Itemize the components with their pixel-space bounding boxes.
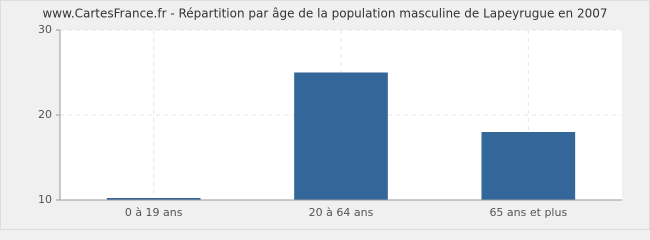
y-tick-label: 30: [38, 23, 52, 36]
y-tick-label: 20: [38, 108, 52, 121]
chart: www.CartesFrance.fr - Répartition par âg…: [0, 0, 650, 230]
bar: [106, 198, 201, 200]
x-tick-label: 0 à 19 ans: [125, 206, 183, 219]
x-tick-label: 20 à 64 ans: [309, 206, 374, 219]
chart-title: www.CartesFrance.fr - Répartition par âg…: [42, 7, 607, 21]
page: www.CartesFrance.fr - Répartition par âg…: [0, 0, 650, 230]
bar: [294, 72, 388, 200]
x-tick-label: 65 ans et plus: [489, 206, 567, 219]
y-tick-label: 10: [38, 193, 52, 206]
bar: [481, 132, 576, 200]
